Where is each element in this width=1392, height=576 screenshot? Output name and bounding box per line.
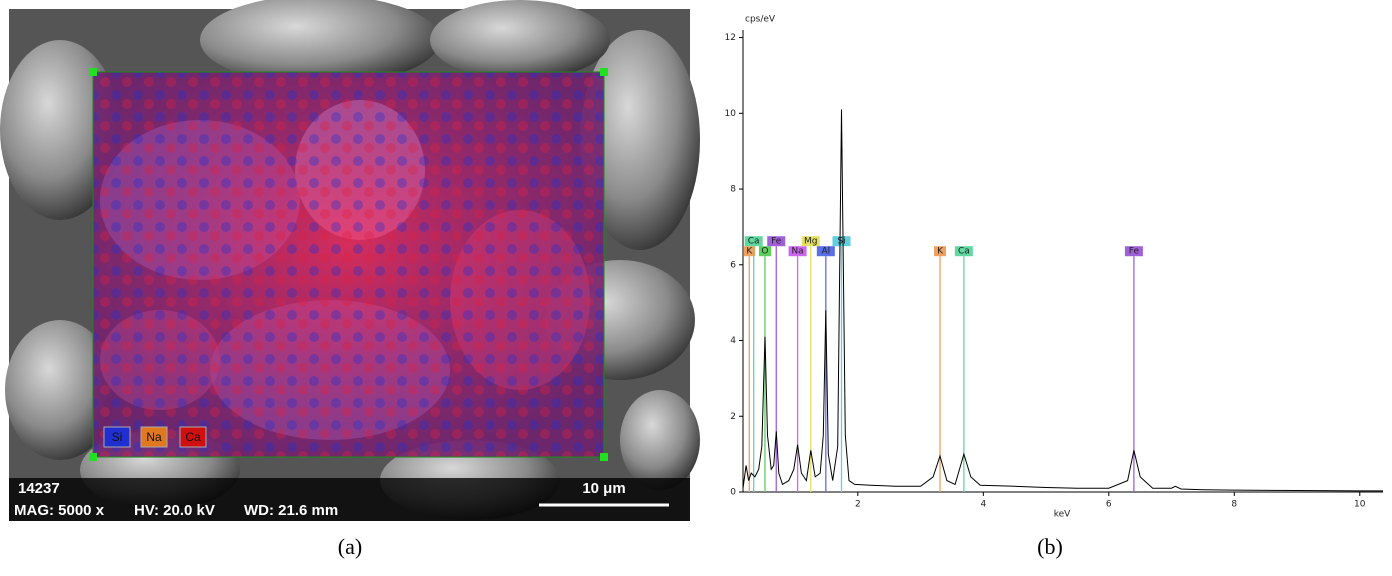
scale-number: 14237 [18, 480, 60, 497]
element-label: K [746, 247, 753, 257]
y-tick-label: 10 [725, 109, 737, 119]
x-tick-label: 6 [1106, 500, 1112, 510]
info-bar [9, 478, 690, 521]
element-tag [832, 236, 851, 247]
element-tag [816, 246, 835, 257]
voltage: HV: 20.0 kV [134, 502, 215, 519]
legend-swatch [140, 426, 168, 448]
element-label: Na [791, 247, 803, 257]
x-axis-label: keV [1054, 510, 1071, 520]
y-tick-label: 0 [730, 488, 736, 498]
y-tick-label: 4 [730, 336, 736, 346]
element-label: K [937, 247, 944, 257]
sem-image: Si Na Ca 14237 MAG: 5000 x HV: 20.0 kV W… [0, 0, 700, 521]
element-tag [767, 236, 786, 247]
legend-label: Si [112, 430, 123, 444]
eds-map-overlay [89, 68, 608, 461]
caption-a: (a) [338, 534, 362, 559]
caption-b: (b) [1037, 534, 1063, 559]
y-tick-label: 8 [730, 185, 736, 195]
y-tick-label: 12 [725, 33, 736, 43]
element-tag [744, 236, 763, 247]
element-label: Ca [958, 247, 970, 257]
legend-swatch [103, 426, 131, 448]
element-tag [1124, 246, 1143, 257]
element-tag [801, 236, 820, 247]
magnification: MAG: 5000 x [14, 502, 105, 519]
legend-label: Na [146, 430, 162, 444]
working-distance: WD: 21.6 mm [244, 502, 338, 519]
x-tick-label: 10 [1354, 500, 1366, 510]
element-label: Al [821, 247, 830, 257]
y-axis-label: cps/eV [745, 15, 776, 25]
element-label: Fe [1129, 247, 1140, 257]
element-tag [954, 246, 973, 257]
element-label: Si [837, 237, 845, 247]
element-label: Mg [804, 237, 817, 247]
element-label: Fe [771, 237, 782, 247]
x-tick-label: 8 [1231, 500, 1237, 510]
element-label: O [761, 247, 768, 257]
element-tag [758, 246, 771, 257]
element-tag [788, 246, 807, 257]
element-tag [934, 246, 947, 257]
legend-swatch [179, 426, 207, 448]
y-tick-label: 2 [730, 412, 736, 422]
map-legend: Si Na Ca [103, 426, 207, 448]
scale-bar-label: 10 μm [582, 480, 625, 497]
x-tick-label: 4 [980, 500, 986, 510]
legend-label: Ca [185, 430, 201, 444]
element-label: Ca [748, 237, 760, 247]
x-tick-label: 2 [855, 500, 861, 510]
spectrum-line [742, 109, 1383, 492]
element-tag [743, 246, 756, 257]
y-tick-label: 6 [730, 260, 736, 270]
